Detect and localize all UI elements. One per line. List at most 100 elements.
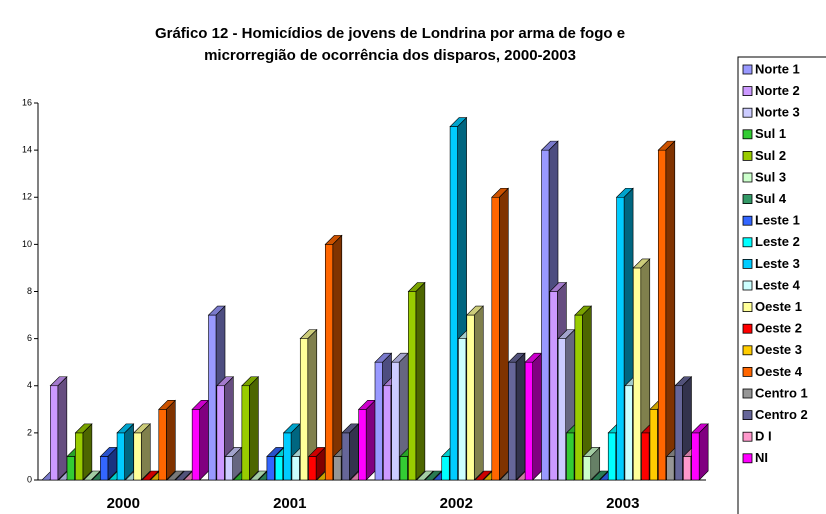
bar-front bbox=[557, 338, 566, 481]
legend-swatch bbox=[742, 237, 753, 248]
bar-side bbox=[349, 423, 359, 481]
legend-swatch bbox=[742, 172, 753, 183]
legend-label: Centro 2 bbox=[755, 407, 808, 422]
legend-label: Leste 1 bbox=[755, 213, 800, 228]
bar-top bbox=[133, 423, 151, 434]
bar-front bbox=[391, 361, 400, 481]
bar-front bbox=[75, 432, 84, 481]
bar-front bbox=[50, 385, 59, 481]
bar-side bbox=[515, 352, 526, 481]
bar bbox=[166, 470, 185, 481]
bar-side bbox=[82, 423, 93, 481]
legend-swatch bbox=[742, 107, 753, 118]
legend-label: Norte 2 bbox=[755, 83, 800, 98]
bar-top bbox=[407, 282, 426, 292]
bar-top bbox=[632, 258, 651, 269]
legend-label: Oeste 2 bbox=[755, 321, 802, 336]
legend-swatch bbox=[742, 410, 753, 421]
bar-side bbox=[57, 376, 68, 481]
legend-label: Norte 3 bbox=[755, 105, 800, 120]
bar-top bbox=[299, 329, 318, 339]
y-tick-label: 14 bbox=[22, 145, 32, 155]
bar bbox=[657, 140, 676, 481]
bar bbox=[507, 352, 526, 481]
legend-label: Oeste 4 bbox=[755, 364, 803, 379]
bar-side bbox=[473, 305, 484, 481]
legend-label: Sul 2 bbox=[755, 148, 786, 163]
bar bbox=[99, 446, 118, 481]
x-tick-label: 2002 bbox=[440, 495, 473, 512]
bar-top bbox=[690, 423, 709, 434]
bar-front bbox=[616, 196, 625, 481]
legend-swatch bbox=[742, 64, 753, 75]
legend-swatch bbox=[742, 345, 753, 356]
bar-front bbox=[624, 385, 633, 481]
bar-side bbox=[532, 352, 542, 481]
bar-front bbox=[374, 361, 383, 481]
bar-front bbox=[299, 338, 309, 481]
bar-front bbox=[224, 456, 233, 481]
legend-label: Centro 1 bbox=[755, 385, 808, 400]
bar-front bbox=[666, 456, 675, 481]
legend-swatch bbox=[742, 366, 753, 377]
bar-front bbox=[333, 456, 342, 481]
bar bbox=[690, 423, 709, 481]
bar bbox=[158, 399, 177, 481]
bar-top bbox=[324, 235, 343, 245]
bar-top bbox=[374, 352, 393, 363]
legend-swatch bbox=[742, 194, 753, 205]
legend-swatch bbox=[742, 302, 753, 313]
bar-front bbox=[632, 267, 642, 481]
bar-front bbox=[208, 314, 217, 481]
bar bbox=[299, 328, 318, 481]
legend-swatch bbox=[742, 129, 753, 140]
legend-label: NI bbox=[755, 450, 768, 465]
bar bbox=[133, 423, 151, 481]
legend-swatch bbox=[742, 258, 753, 269]
bar-front bbox=[582, 456, 592, 481]
bar bbox=[466, 305, 484, 481]
bar-top bbox=[449, 117, 468, 127]
bar-front bbox=[133, 432, 142, 481]
bar-top bbox=[574, 305, 593, 316]
chart-title: microrregião de ocorrência dos disparos,… bbox=[204, 47, 576, 64]
bar-top bbox=[241, 376, 260, 387]
bar-front bbox=[449, 126, 458, 481]
y-tick-label: 16 bbox=[22, 97, 32, 107]
bar bbox=[415, 470, 434, 481]
legend-label: Leste 2 bbox=[755, 234, 800, 249]
legend-swatch bbox=[742, 388, 753, 399]
bar bbox=[632, 258, 651, 481]
bar-top bbox=[116, 423, 135, 434]
bar-side bbox=[165, 399, 176, 481]
bar-front bbox=[683, 456, 692, 481]
legend-label: Sul 1 bbox=[755, 126, 786, 141]
bar-front bbox=[641, 432, 650, 481]
chart-title: Gráfico 12 - Homicídios de jovens de Lon… bbox=[155, 25, 625, 42]
bar-front bbox=[399, 456, 408, 481]
legend-label: Leste 4 bbox=[755, 277, 801, 292]
bar-side bbox=[698, 423, 709, 481]
y-tick-label: 8 bbox=[27, 286, 32, 296]
legend-swatch bbox=[742, 215, 753, 226]
bar-top bbox=[657, 140, 676, 151]
legend-label: Norte 1 bbox=[755, 61, 800, 76]
bar bbox=[524, 352, 543, 481]
bar bbox=[307, 446, 326, 481]
bar bbox=[49, 376, 68, 481]
bar-front bbox=[383, 385, 392, 481]
bar-front bbox=[266, 456, 275, 481]
bar-top bbox=[674, 376, 693, 387]
bar-front bbox=[574, 314, 583, 481]
bar-side bbox=[498, 187, 509, 481]
bar-side bbox=[665, 140, 676, 481]
x-tick-label: 2003 bbox=[606, 495, 639, 512]
bar-front bbox=[100, 456, 109, 481]
x-tick-label: 2001 bbox=[273, 495, 306, 512]
bar-front bbox=[358, 409, 367, 481]
bar-front bbox=[341, 432, 350, 481]
bar-front bbox=[524, 361, 533, 481]
bar-front bbox=[458, 338, 467, 481]
bar-side bbox=[124, 423, 134, 481]
bar-front bbox=[283, 432, 292, 481]
